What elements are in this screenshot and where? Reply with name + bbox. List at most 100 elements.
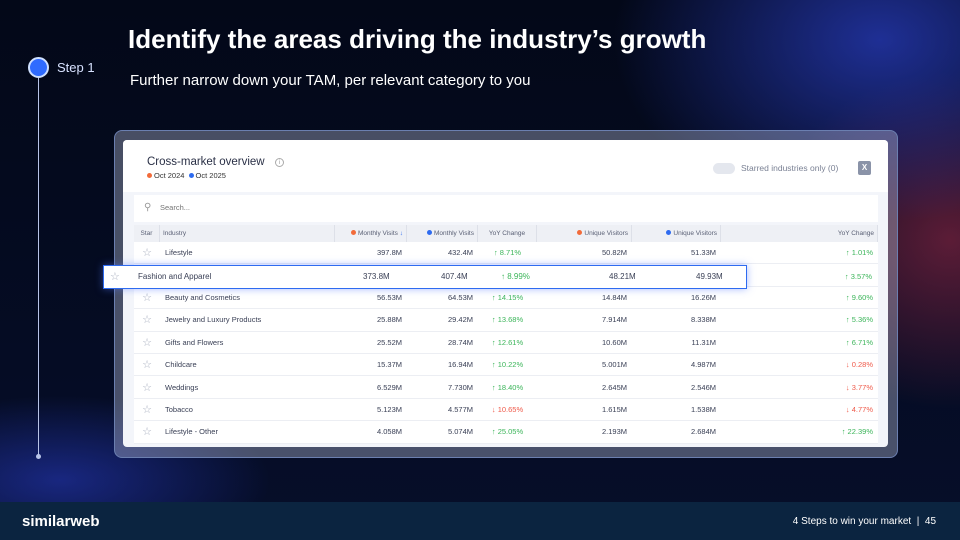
- unique-visitors-a: 10.60M: [601, 337, 627, 347]
- table-row[interactable]: ☆ Gifts and Flowers 25.52M 28.74M ↑ 12.6…: [134, 331, 878, 354]
- monthly-visits-a: 6.529M: [376, 382, 402, 392]
- unique-visitors-a: 2.645M: [601, 382, 627, 392]
- yoy-visits: ↑ 12.61%: [491, 337, 524, 347]
- col-unique-visitors-a[interactable]: Unique Visitors: [537, 225, 632, 242]
- yoy-visitors: ↑ 5.36%: [845, 315, 873, 325]
- period-a: Oct 2024: [154, 171, 185, 180]
- similarweb-logo: similarweb: [22, 513, 100, 530]
- unique-visitors-a: 1.615M: [601, 404, 627, 414]
- col-label: Unique Visitors: [673, 230, 717, 237]
- sort-down-icon[interactable]: ↓: [399, 230, 403, 237]
- star-icon[interactable]: ☆: [142, 426, 152, 439]
- highlighted-row-yoy-visitors: ↑ 3.57%: [844, 272, 872, 281]
- industry-name[interactable]: Tobacco: [165, 404, 193, 414]
- table-row[interactable]: ☆ Jewelry and Luxury Products 25.88M 29.…: [134, 309, 878, 332]
- highlighted-row[interactable]: ☆ Fashion and Apparel 373.8M 407.4M ↑ 8.…: [103, 265, 747, 289]
- unique-visitors-b: 16.26M: [690, 292, 716, 302]
- yoy-visits: ↑ 18.40%: [491, 382, 524, 392]
- yoy-visits: ↑ 13.68%: [491, 315, 524, 325]
- table-row[interactable]: ☆ Weddings 6.529M 7.730M ↑ 18.40% 2.645M…: [134, 376, 878, 399]
- cross-market-widget: Cross-market overview i Oct 2024 Oct 202…: [123, 140, 888, 447]
- industry-name[interactable]: Lifestyle - Other: [165, 427, 218, 437]
- slide-title: Identify the areas driving the industry’…: [128, 24, 707, 54]
- yoy-visits: ↑ 10.22%: [491, 360, 524, 370]
- star-icon[interactable]: ☆: [142, 291, 152, 304]
- period-b: Oct 2025: [195, 171, 226, 180]
- industry-name[interactable]: Childcare: [165, 360, 197, 370]
- monthly-visits-b: 4.577M: [447, 404, 473, 414]
- star-icon[interactable]: ☆: [142, 314, 152, 327]
- star-icon[interactable]: ☆: [110, 271, 120, 283]
- table-row[interactable]: ☆ Beauty and Cosmetics 56.53M 64.53M ↑ 1…: [134, 286, 878, 310]
- table-header: Star Industry Monthly Visits ↓ Monthly V…: [134, 225, 878, 242]
- step-indicator: [28, 57, 49, 78]
- table-row[interactable]: ☆ Tobacco 5.123M 4.577M ↓ 10.65% 1.615M …: [134, 398, 878, 422]
- star-icon[interactable]: ☆: [142, 247, 152, 260]
- widget-title: Cross-market overview: [147, 156, 265, 168]
- monthly-visits-a: 373.8M: [363, 272, 390, 281]
- col-yoy-visitors[interactable]: YoY Change: [721, 225, 878, 242]
- unique-visitors-b: 11.31M: [691, 337, 716, 347]
- yoy-visitors: ↓ 4.77%: [845, 404, 873, 414]
- monthly-visits-a: 397.8M: [376, 248, 402, 258]
- star-icon[interactable]: ☆: [142, 403, 152, 416]
- col-label: Monthly Visits: [357, 230, 398, 237]
- col-label: Unique Visitors: [584, 230, 628, 237]
- star-icon[interactable]: ☆: [142, 336, 152, 349]
- footer-text: 4 Steps to win your market | 45: [792, 516, 936, 527]
- unique-visitors-a: 2.193M: [601, 427, 627, 437]
- slide-subtitle: Further narrow down your TAM, per releva…: [130, 72, 531, 89]
- table-row[interactable]: ☆ Childcare 15.37M 16.94M ↑ 10.22% 5.001…: [134, 353, 878, 377]
- yoy-visits: ↓ 10.65%: [491, 404, 524, 414]
- timeline-line: [37, 78, 39, 456]
- industry-name[interactable]: Weddings: [165, 382, 199, 392]
- industry-name[interactable]: Gifts and Flowers: [165, 337, 224, 347]
- monthly-visits-a: 25.52M: [376, 337, 402, 347]
- col-monthly-visits-a[interactable]: Monthly Visits ↓: [335, 225, 407, 242]
- industry-name[interactable]: Lifestyle: [165, 248, 193, 258]
- star-icon[interactable]: ☆: [142, 359, 152, 372]
- period-legend: Oct 2024 Oct 2025: [147, 171, 226, 180]
- yoy-visitors: ↑ 9.60%: [845, 292, 873, 302]
- monthly-visits-a: 5.123M: [376, 404, 402, 414]
- col-star[interactable]: Star: [134, 225, 160, 242]
- search-input[interactable]: [160, 203, 360, 212]
- excel-export-icon[interactable]: X: [858, 161, 871, 175]
- monthly-visits-a: 25.88M: [376, 315, 402, 325]
- col-label: Monthly Visits: [434, 230, 474, 237]
- starred-toggle[interactable]: [713, 163, 735, 174]
- industries-table: Star Industry Monthly Visits ↓ Monthly V…: [134, 225, 878, 444]
- col-industry[interactable]: Industry: [160, 225, 335, 242]
- monthly-visits-b: 5.074M: [447, 427, 473, 437]
- yoy-visits: ↑ 14.15%: [491, 292, 524, 302]
- monthly-visits-b: 28.74M: [447, 337, 473, 347]
- unique-visitors-b: 49.93M: [696, 272, 723, 281]
- info-icon[interactable]: i: [275, 158, 284, 167]
- col-unique-visitors-b[interactable]: Unique Visitors: [632, 225, 721, 242]
- star-icon[interactable]: ☆: [142, 381, 152, 394]
- search-icon: ⚲: [144, 202, 152, 213]
- step-label: Step 1: [57, 60, 95, 75]
- timeline-end: [35, 454, 41, 459]
- col-monthly-visits-b[interactable]: Monthly Visits: [407, 225, 478, 242]
- monthly-visits-b: 432.4M: [447, 248, 473, 258]
- industry-name[interactable]: Beauty and Cosmetics: [165, 292, 241, 302]
- yoy-visitors: ↓ 3.77%: [845, 382, 873, 392]
- unique-visitors-b: 51.33M: [690, 248, 716, 258]
- industry-name[interactable]: Jewelry and Luxury Products: [165, 315, 262, 325]
- yoy-visitors: ↓ 0.28%: [845, 360, 873, 370]
- table-row[interactable]: ☆ Lifestyle 397.8M 432.4M ↑ 8.71% 50.82M…: [134, 242, 878, 265]
- unique-visitors-a: 14.84M: [601, 292, 627, 302]
- monthly-visits-b: 16.94M: [447, 360, 473, 370]
- monthly-visits-a: 4.058M: [376, 427, 402, 437]
- unique-visitors-b: 8.338M: [690, 315, 716, 325]
- yoy-visits: ↑ 25.05%: [491, 427, 524, 437]
- period-b-dot: [427, 230, 433, 235]
- unique-visitors-b: 4.987M: [690, 360, 716, 370]
- col-yoy-visits[interactable]: YoY Change: [478, 225, 537, 242]
- footer: similarweb 4 Steps to win your market | …: [0, 502, 960, 540]
- unique-visitors-a: 48.21M: [609, 272, 636, 281]
- yoy-visitors: ↑ 1.01%: [845, 248, 873, 258]
- table-row[interactable]: ☆ Lifestyle - Other 4.058M 5.074M ↑ 25.0…: [134, 421, 878, 444]
- monthly-visits-a: 15.37M: [376, 360, 402, 370]
